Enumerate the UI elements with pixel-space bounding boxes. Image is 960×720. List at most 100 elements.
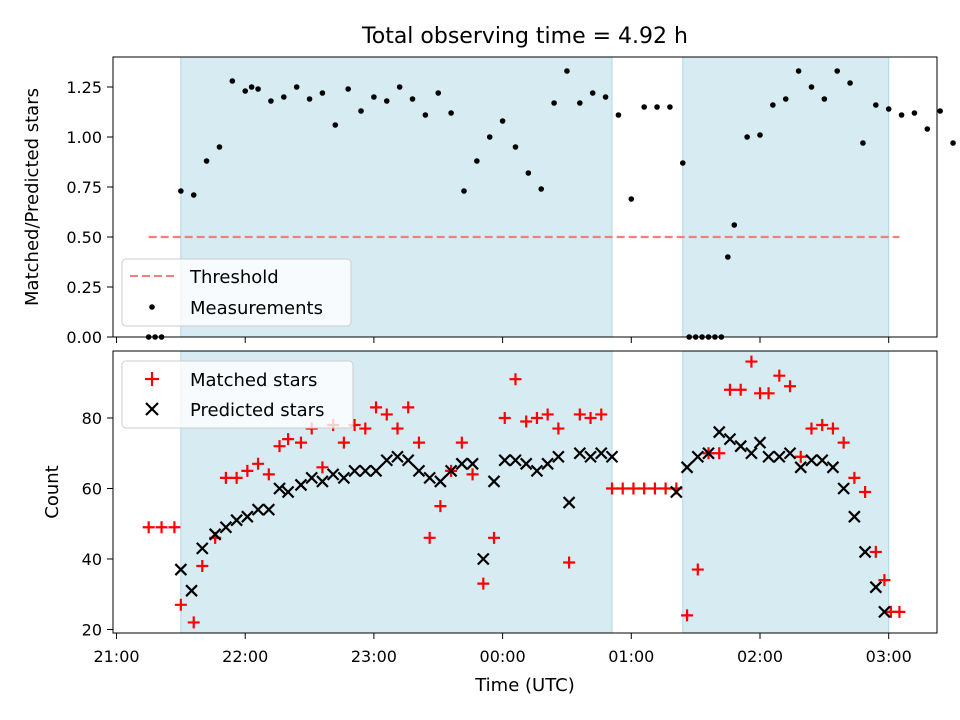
predicted-star-point [337, 471, 351, 485]
measurement-point [461, 188, 467, 194]
predicted-star-point [380, 453, 394, 467]
matched-star-point [541, 408, 554, 421]
x-axis-label: Time (UTC) [474, 675, 575, 696]
matched-star-point [434, 500, 447, 513]
matched-star-point [142, 521, 155, 534]
predicted-star-point [753, 436, 767, 449]
measurement-point [628, 196, 635, 202]
matched-star-point [627, 482, 640, 495]
measurement-point [229, 78, 236, 84]
measurement-point [345, 86, 351, 92]
matched-star-point [520, 415, 533, 428]
matched-star-point [848, 471, 861, 484]
top-plot-frame [112, 56, 938, 338]
measurement-point [873, 102, 879, 108]
measurement-point [564, 68, 570, 74]
predicted-star-point [712, 425, 726, 439]
matched-star-point [488, 531, 501, 544]
top-legend: Threshold Measurements [121, 258, 352, 327]
predicted-star-point [680, 461, 694, 474]
measurement-point [937, 108, 943, 114]
matched-star-point [616, 482, 629, 495]
predicted-star-point [359, 464, 372, 478]
matched-star-point [784, 380, 797, 393]
x-tick-label: 01:00 [608, 647, 654, 666]
predicted-star-point [794, 461, 808, 474]
top-legend-box [121, 258, 352, 327]
top-y-ticks: 0.00 0.25 0.50 0.75 1.00 1.25 [66, 78, 113, 347]
matched-star-point [509, 373, 522, 386]
measurement-point [731, 222, 738, 228]
predicted-legend-swatch [145, 402, 159, 416]
measurement-point [538, 186, 545, 192]
x-tick-label: 21:00 [93, 647, 139, 666]
matched-star-point [294, 436, 307, 449]
predicted-star-point [455, 457, 469, 471]
measurement-point [248, 84, 255, 90]
measurements-legend-swatch [149, 304, 155, 310]
measurement-point [589, 90, 596, 96]
matched-star-point [219, 471, 232, 484]
predicted-star-point [369, 464, 383, 478]
measurement-point [474, 158, 480, 164]
predicted-star-point [530, 464, 544, 478]
x-tick-label: 02:00 [737, 647, 783, 666]
predicted-star-point [230, 513, 243, 527]
measurement-point [293, 84, 300, 90]
predicted-star-point [305, 471, 318, 485]
bottom-shaded-regions [180, 350, 890, 634]
measurement-point [551, 100, 557, 106]
matched-star-point [713, 447, 726, 460]
matched-star-point [648, 482, 661, 495]
matched-star-point [273, 440, 286, 453]
matched-star-point [168, 521, 181, 534]
matched-star-point [337, 436, 350, 449]
matched-star-point [391, 422, 404, 435]
measurement-point [448, 110, 454, 116]
predicted-star-point [594, 446, 608, 460]
predicted-legend-label: Predicted stars [190, 400, 324, 421]
measurement-point [242, 88, 248, 94]
x-tick-label: 23:00 [351, 647, 397, 666]
predicted-star-point [762, 450, 775, 464]
matched-star-point [638, 482, 651, 495]
matched-star-point [241, 464, 254, 477]
matched-star-point [402, 401, 415, 414]
measurement-point [203, 158, 210, 164]
predicted-star-point [316, 475, 329, 488]
matched-star-point [584, 411, 597, 424]
matched-star-point [359, 422, 372, 435]
bottom-y-tick-label: 80 [82, 409, 102, 428]
measurement-point [847, 80, 853, 86]
measurement-point [396, 84, 403, 90]
bottom-y-tick-label: 60 [82, 479, 102, 498]
bottom-plot-frame [112, 350, 938, 634]
matched-star-point [595, 408, 608, 421]
predicted-star-point [401, 453, 415, 467]
matched-star-point [466, 468, 479, 481]
measurements-legend-label: Measurements [190, 298, 323, 319]
matched-star-point [878, 574, 891, 587]
predicted-star-point [552, 450, 565, 464]
top-y-tick-label: 1.25 [66, 78, 102, 97]
predicted-star-point [174, 563, 188, 576]
predicted-star-point [670, 485, 683, 499]
observing-window-shade [682, 56, 890, 338]
predicted-star-point [208, 528, 222, 541]
bottom-y-ticks: 20 40 60 80 [82, 409, 113, 639]
top-panel: 0.00 0.25 0.50 0.75 1.00 1.25 Matched/Predict… [22, 56, 956, 347]
measurement-point [757, 132, 763, 138]
matched-stars-points [142, 355, 906, 629]
measurement-point [834, 68, 841, 74]
matched-star-point [869, 545, 882, 558]
matched-star-point [155, 521, 168, 534]
measurement-point [577, 100, 583, 106]
top-y-tick-label: 0.75 [66, 178, 102, 197]
matched-star-point [552, 422, 565, 435]
matched-star-point [423, 531, 436, 544]
matched-star-point [477, 577, 490, 590]
bottom-x-ticks: 21:00 22:00 23:00 00:00 01:00 02:00 03:00 [93, 633, 912, 666]
predicted-star-point [281, 485, 295, 499]
matched-star-point [605, 482, 618, 495]
